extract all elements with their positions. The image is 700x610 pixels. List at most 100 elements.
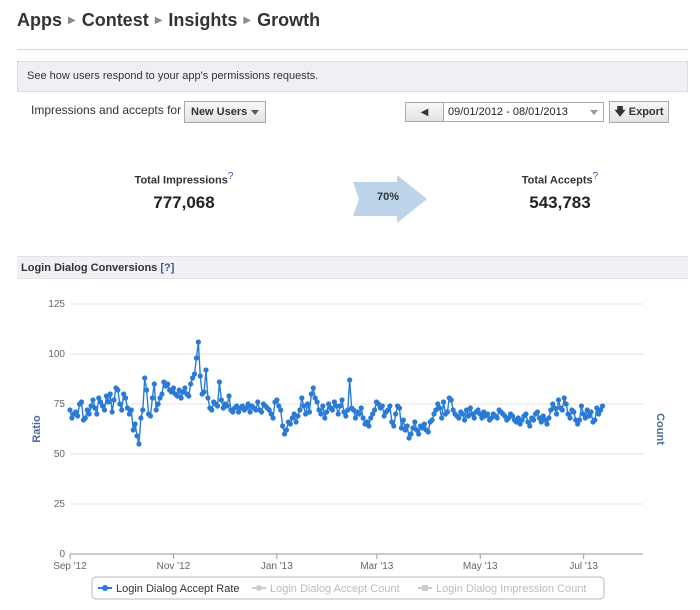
export-button[interactable]: 🡇 Export [609, 101, 669, 123]
export-label: Export [628, 106, 664, 118]
legend-item[interactable]: Login Dialog Accept Count [270, 583, 400, 595]
series-line-accept-rate [69, 341, 604, 445]
data-point [352, 415, 359, 421]
audience-dropdown[interactable]: New Users [184, 101, 267, 123]
data-point [509, 413, 516, 419]
data-point [385, 407, 391, 413]
data-point [414, 427, 420, 433]
conversion-arrow: 70% [353, 175, 429, 223]
data-point [538, 419, 544, 425]
data-point [582, 415, 588, 421]
data-point [144, 387, 150, 393]
data-point [387, 403, 393, 409]
data-point [345, 407, 351, 413]
data-point [375, 401, 382, 407]
data-point [515, 415, 521, 421]
previous-range-button[interactable]: ◀ [405, 102, 444, 122]
data-point [287, 421, 293, 427]
data-point [596, 411, 602, 417]
data-point [73, 409, 79, 415]
data-point [488, 415, 495, 421]
data-point [530, 417, 537, 423]
data-point [329, 407, 336, 413]
y-tick-label: 75 [54, 399, 66, 410]
data-point [69, 415, 75, 421]
data-point [542, 417, 548, 423]
total-impressions-stat: Total Impressions? 777,068 [104, 171, 264, 213]
data-point [550, 401, 556, 407]
breadcrumb-apps[interactable]: Apps [17, 10, 62, 30]
data-point [469, 411, 475, 417]
data-point [291, 411, 297, 417]
data-point [381, 413, 387, 419]
data-point [584, 407, 590, 413]
data-point [301, 403, 307, 409]
arrow-right-icon [353, 175, 427, 223]
legend-item[interactable]: Login Dialog Impression Count [436, 583, 586, 595]
data-point [391, 423, 397, 429]
data-point [101, 407, 108, 413]
data-point [412, 419, 418, 425]
data-point [578, 403, 585, 409]
data-point [331, 399, 337, 405]
login-conversions-chart: 0 25 50 75 100 125 Sep '12 Nov '12 Jan '13 Mar '1… [31, 299, 666, 600]
total-accepts-label: Total Accepts? [480, 171, 640, 187]
data-point [149, 395, 155, 401]
data-point [226, 393, 232, 399]
data-point [337, 403, 343, 409]
data-point [506, 415, 512, 421]
data-point [140, 407, 146, 413]
data-point [99, 403, 106, 409]
data-point [571, 409, 577, 415]
data-point [209, 407, 215, 413]
data-point [477, 411, 483, 417]
data-point [575, 421, 581, 427]
data-point [465, 413, 472, 419]
data-point [161, 379, 167, 385]
data-point [396, 405, 403, 411]
data-point [433, 407, 439, 413]
data-point [544, 421, 550, 427]
data-point [358, 405, 364, 411]
data-point [479, 415, 485, 421]
y-tick-label: 125 [48, 299, 65, 310]
data-point [67, 407, 73, 413]
data-point [205, 395, 211, 401]
data-point [253, 407, 259, 413]
arrow-left-icon: ◀ [420, 106, 429, 118]
breadcrumb-insights[interactable]: Insights [168, 10, 238, 30]
audience-dropdown-label: New Users [191, 106, 248, 118]
legend-item[interactable]: Login Dialog Accept Rate [116, 583, 240, 595]
data-point [527, 423, 533, 429]
data-point [109, 409, 115, 415]
data-point [594, 405, 600, 411]
total-accepts-stat: Total Accepts? 543,783 [480, 171, 640, 213]
data-point [214, 403, 221, 409]
y-axis-title: Ratio [31, 415, 43, 443]
info-bar: See how users respond to your app's perm… [17, 61, 688, 92]
data-point [460, 411, 466, 417]
data-point [404, 423, 410, 429]
breadcrumb-contest[interactable]: Contest [81, 10, 149, 30]
legend-marker [256, 585, 262, 591]
data-point [598, 407, 604, 413]
data-point [122, 395, 129, 401]
data-point [90, 397, 96, 403]
total-impressions-label: Total Impressions? [104, 171, 264, 187]
data-point [224, 403, 230, 409]
help-icon[interactable]: ? [592, 171, 599, 182]
data-point [347, 377, 353, 383]
date-range-select[interactable]: 09/01/2012 - 08/01/2013 [443, 102, 604, 122]
y-tick-label: 50 [54, 449, 66, 460]
data-point [138, 415, 144, 421]
data-point [341, 409, 347, 415]
data-point [281, 431, 288, 437]
data-point [176, 387, 182, 393]
data-point [159, 391, 165, 397]
data-point [576, 417, 583, 423]
section-help-link[interactable]: [?] [160, 262, 175, 274]
data-point [132, 421, 138, 427]
x-tick-label: Nov '12 [157, 561, 191, 572]
data-point [429, 417, 435, 423]
help-icon[interactable]: ? [227, 171, 234, 182]
